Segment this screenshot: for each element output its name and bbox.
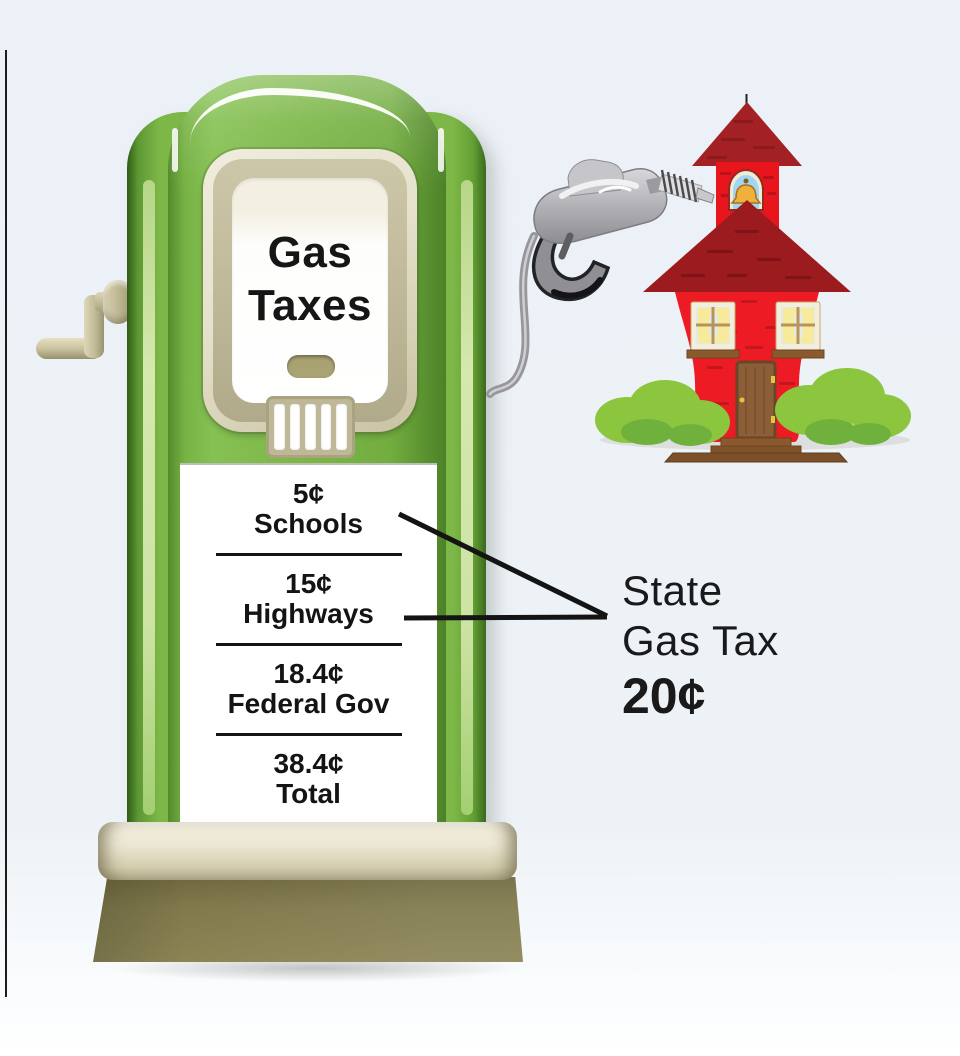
schoolhouse-icon xyxy=(595,94,911,463)
fuel-nozzle-icon xyxy=(486,159,715,398)
vent-bar xyxy=(336,404,347,450)
pump-vent-grille xyxy=(266,396,355,458)
pump-title-line2: Taxes xyxy=(248,281,372,330)
school-window-right xyxy=(771,301,825,359)
vent-bar xyxy=(305,404,316,450)
tax-label: Highways xyxy=(243,598,374,629)
vent-bar xyxy=(274,404,285,450)
pump-title: Gas Taxes xyxy=(232,178,388,332)
tax-amount: 18.4¢ xyxy=(273,658,344,689)
panel-divider xyxy=(215,733,402,736)
pump-screen-bezel: Gas Taxes xyxy=(203,149,417,432)
pump-side-stripe xyxy=(143,180,155,815)
tax-amount: 5¢ xyxy=(292,478,325,509)
pump-highlight-dash xyxy=(172,128,178,172)
fuel-hose xyxy=(486,232,538,398)
pump-coin-slot xyxy=(287,355,335,378)
tax-label: Federal Gov xyxy=(227,688,390,719)
pump-side-stripe xyxy=(461,180,473,815)
callout-label-line2: Gas Tax xyxy=(622,617,779,664)
panel-divider xyxy=(215,643,402,646)
vent-bar xyxy=(289,404,301,450)
callout-amount: 20¢ xyxy=(622,668,706,724)
page-left-rule xyxy=(5,50,7,997)
school-steps xyxy=(663,437,849,463)
school-window-left xyxy=(686,301,740,359)
panel-divider xyxy=(215,553,402,556)
school-door xyxy=(735,360,777,440)
tax-item-schools: 5¢ Schools xyxy=(254,479,363,539)
pump-base xyxy=(93,877,523,962)
tax-item-highways: 15¢ Highways xyxy=(243,569,374,629)
tax-amount: 15¢ xyxy=(285,568,332,599)
state-gas-tax-callout: State Gas Tax 20¢ xyxy=(622,566,852,724)
pump-highlight-dash xyxy=(438,128,444,172)
vent-bar xyxy=(320,404,332,450)
tax-item-federal: 18.4¢ Federal Gov xyxy=(228,659,390,719)
tax-label: Total xyxy=(276,778,341,809)
callout-label-line1: State xyxy=(622,567,723,614)
tax-amount: 38.4¢ xyxy=(273,748,344,779)
tax-breakdown-panel: 5¢ Schools 15¢ Highways 18.4¢ Federal Go… xyxy=(180,463,437,838)
pump-dome-highlight xyxy=(190,88,410,145)
tax-label: Schools xyxy=(254,508,363,539)
pump-title-line1: Gas xyxy=(267,228,353,277)
bush-left xyxy=(595,380,730,446)
pump-screen-ring: Gas Taxes xyxy=(213,159,407,422)
pump-base-band xyxy=(98,822,517,880)
tax-item-total: 38.4¢ Total xyxy=(273,749,343,809)
bush-right xyxy=(775,368,911,445)
